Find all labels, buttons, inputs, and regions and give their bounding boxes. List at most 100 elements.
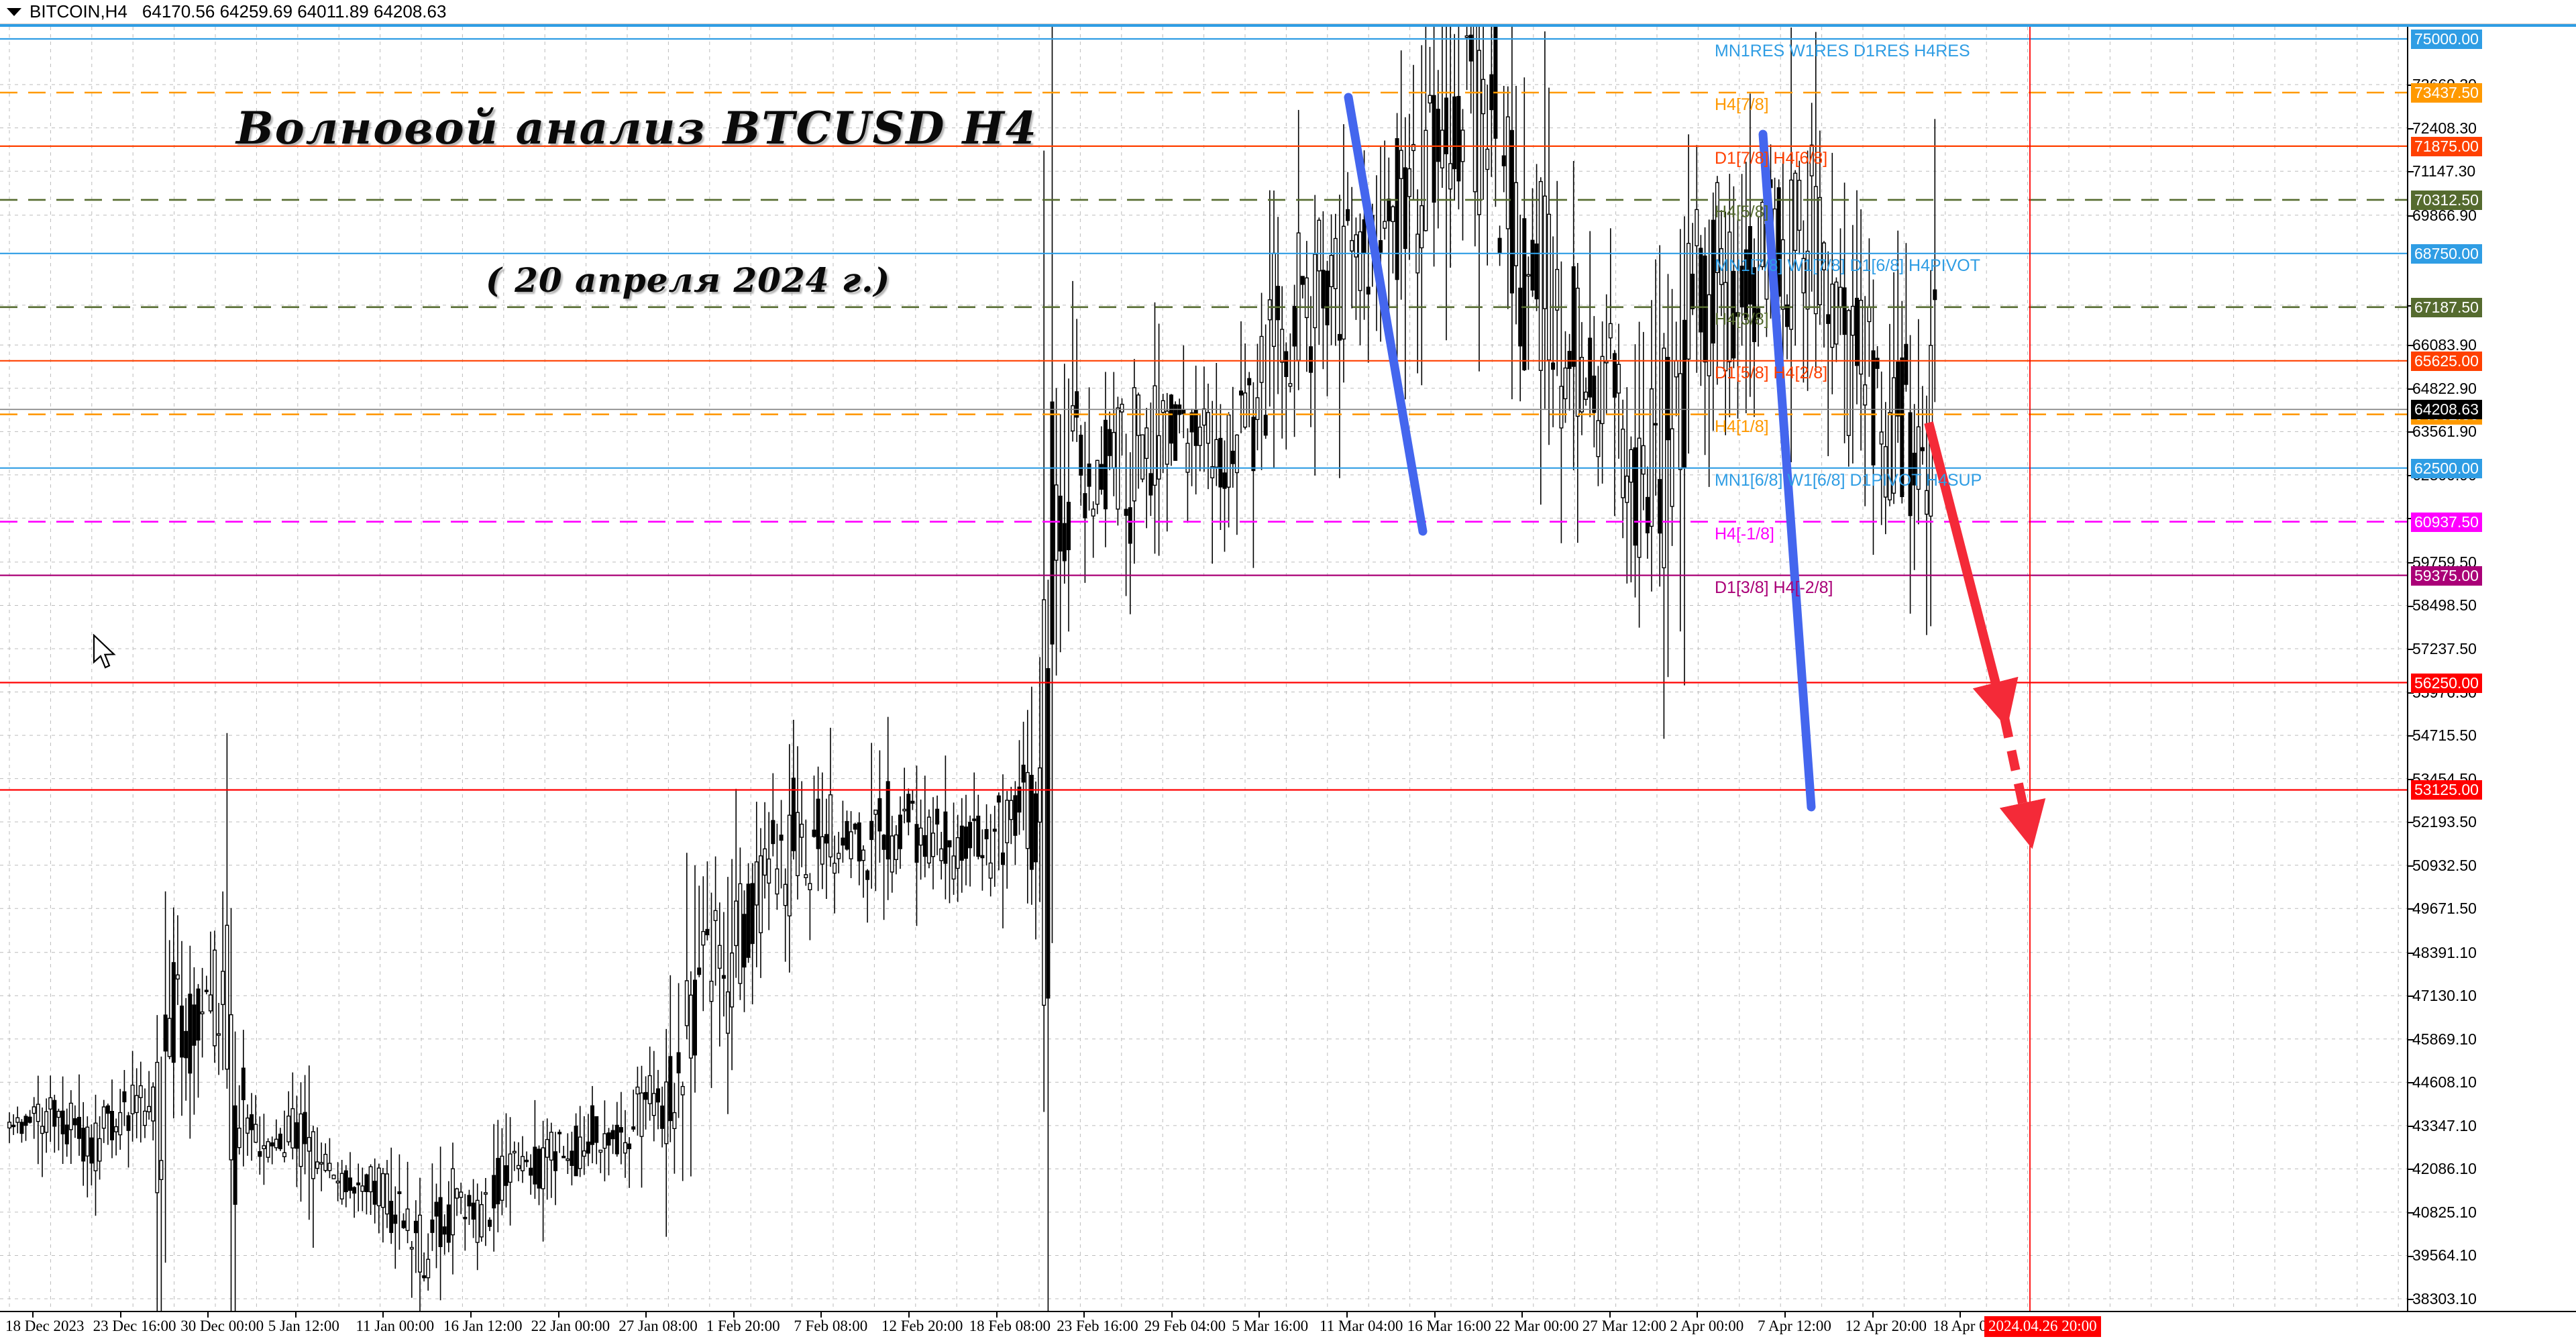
price-tick-mark-19 [2408,952,2414,954]
price-level-tag-4[interactable]: 68750.00 [2411,244,2482,264]
time-tick-6: 22 Jan 00:00 [531,1318,610,1334]
price-level-tag-3[interactable]: 70312.50 [2411,190,2482,210]
time-tick-mark-14 [1258,1312,1260,1318]
price-tick-mark-6 [2408,388,2414,390]
price-tick-mark-11 [2408,605,2414,607]
price-tick-mark-15 [2408,778,2414,780]
price-tick-20: 47130.10 [2412,987,2477,1005]
price-tick-mark-18 [2408,908,2414,910]
price-tick-1: 72408.30 [2412,119,2477,137]
level-label-7: H4[1/8] [1715,417,1769,436]
price-tick-21: 45869.10 [2412,1030,2477,1048]
time-tick-10: 12 Feb 20:00 [881,1318,963,1334]
time-tick-3: 5 Jan 12:00 [268,1318,339,1334]
chart-plot-area[interactable]: Волновой анализ BTCUSD H4 ( 20 апреля 20… [0,27,2407,1311]
price-tick-mark-1 [2408,127,2414,129]
price-level-tag-6[interactable]: 65625.00 [2411,351,2482,371]
price-tick-mark-21 [2408,1038,2414,1040]
price-tick-22: 44608.10 [2412,1073,2477,1091]
price-tick-mark-16 [2408,822,2414,824]
time-tick-mark-17 [1521,1312,1523,1318]
level-label-4: MN1[7/8] W1[7/8] D1[6/8] H4PIVOT [1715,256,1980,275]
current-price-tag: 64208.63 [2411,400,2482,420]
time-tick-mark-10 [908,1312,910,1318]
price-tick-25: 40825.10 [2412,1203,2477,1221]
price-level-tag-8[interactable]: 62500.00 [2411,458,2482,478]
time-tick-12: 23 Feb 16:00 [1057,1318,1138,1334]
price-tick-mark-27 [2408,1299,2414,1300]
price-tick-mark-26 [2408,1255,2414,1257]
time-tick-mark-11 [996,1312,998,1318]
price-tick-mark-2 [2408,171,2414,173]
price-tick-18: 49671.50 [2412,900,2477,918]
time-tick-20: 7 Apr 12:00 [1758,1318,1831,1334]
topbar-accent-rule [0,24,2576,27]
level-label-10: D1[3/8] H4[-2/8] [1715,578,1833,597]
time-tick-0: 18 Dec 2023 [5,1318,85,1334]
title-annotation: Волновой анализ BTCUSD H4 [236,102,1038,154]
time-tick-7: 27 Jan 08:00 [619,1318,698,1334]
price-level-tag-1[interactable]: 73437.50 [2411,83,2482,103]
symbol-period-label: BITCOIN,H4 [30,1,127,21]
time-tick-18: 27 Mar 12:00 [1582,1318,1667,1334]
time-tick-mark-1 [119,1312,121,1318]
price-tick-2: 71147.30 [2412,162,2476,180]
price-level-tag-11[interactable]: 56250.00 [2411,673,2482,693]
time-tick-21: 12 Apr 20:00 [1845,1318,1927,1334]
price-tick-mark-7 [2408,431,2414,433]
price-level-tag-0[interactable]: 75000.00 [2411,30,2482,49]
level-label-8: MN1[6/8] W1[6/8] D1PIVOT H4SUP [1715,470,1982,490]
price-tick-mark-3 [2408,215,2414,217]
price-level-tag-12[interactable]: 53125.00 [2411,780,2482,800]
time-tick-mark-4 [382,1312,384,1318]
price-tick-24: 42086.10 [2412,1160,2477,1178]
price-tick-mark-17 [2408,865,2414,867]
time-tick-14: 5 Mar 16:00 [1232,1318,1309,1334]
time-axis[interactable]: 18 Dec 2023 23 Dec 16:00 30 Dec 00:00 5 Jan… [0,1311,2576,1339]
level-label-0: MN1RES W1RES D1RES H4RES [1715,42,1970,60]
time-tick-mark-5 [470,1312,472,1318]
level-label-5: H4[3/8] [1715,309,1769,329]
price-level-tag-9[interactable]: 60937.50 [2411,512,2482,532]
price-level-tag-2[interactable]: 71875.00 [2411,136,2482,156]
time-tick-2: 30 Dec 00:00 [180,1318,264,1334]
time-tick-mark-18 [1609,1312,1611,1318]
price-tick-mark-22 [2408,1082,2414,1084]
price-tick-5: 66083.90 [2412,336,2477,354]
price-tick-mark-10 [2408,561,2414,564]
time-tick-13: 29 Feb 04:00 [1144,1318,1226,1334]
price-tick-mark-23 [2408,1125,2414,1127]
price-tick-26: 39564.10 [2412,1246,2477,1265]
triangle-down-icon[interactable] [7,7,21,16]
price-tick-19: 48391.10 [2412,943,2477,961]
level-label-1: H4[7/8] [1715,95,1769,114]
time-tick-mark-16 [1434,1312,1436,1318]
current-time-tag: 2024.04.26 20:00 [1984,1316,2101,1337]
price-level-tag-10[interactable]: 59375.00 [2411,566,2482,586]
time-tick-11: 18 Feb 08:00 [969,1318,1051,1334]
price-tick-27: 38303.10 [2412,1290,2477,1307]
time-tick-15: 11 Mar 04:00 [1320,1318,1403,1334]
chart-info-bar: BITCOIN,H4 64170.56 64259.69 64011.89 64… [0,0,2576,24]
price-tick-mark-12 [2408,649,2414,650]
price-tick-mark-14 [2408,735,2414,737]
time-tick-mark-15 [1346,1312,1348,1318]
mouse-pointer-icon [93,634,116,669]
price-tick-7: 63561.90 [2412,423,2477,441]
time-tick-mark-3 [294,1312,297,1318]
time-tick-9: 7 Feb 08:00 [794,1318,868,1334]
time-tick-1: 23 Dec 16:00 [93,1318,176,1334]
price-tick-12: 57237.50 [2412,640,2477,657]
time-tick-mark-13 [1171,1312,1173,1318]
price-tick-mark-25 [2408,1212,2414,1214]
level-label-6: D1[5/8] H4[2/8] [1715,363,1828,382]
time-tick-mark-20 [1784,1312,1786,1318]
price-tick-16: 52193.50 [2412,813,2477,831]
ohlc-values: 64170.56 64259.69 64011.89 64208.63 [142,1,447,21]
price-axis[interactable]: 73669.3072408.3071147.3069866.9067244.90… [2407,27,2576,1311]
time-tick-mark-7 [645,1312,647,1318]
price-tick-14: 54715.50 [2412,727,2477,745]
price-level-tag-5[interactable]: 67187.50 [2411,297,2482,317]
level-label-3: H4[5/8] [1715,202,1769,221]
